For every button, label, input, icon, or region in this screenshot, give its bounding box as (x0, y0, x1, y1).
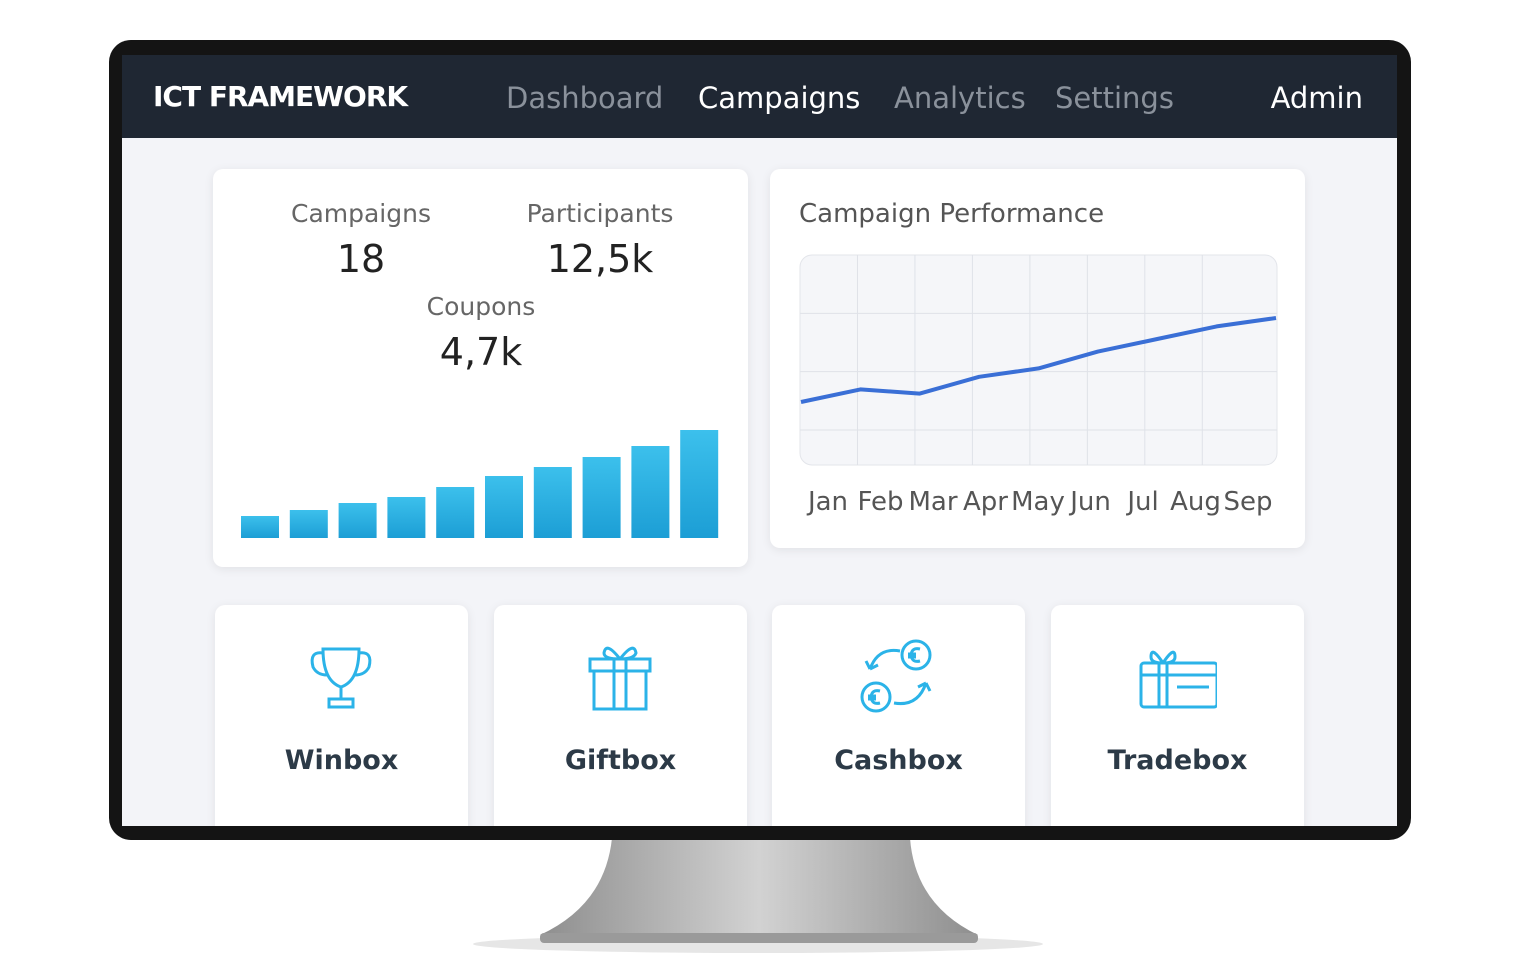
tile-label: Cashbox (834, 745, 963, 776)
nav-link[interactable]: Analytics (894, 81, 1026, 115)
x-tick-label: Jan (807, 487, 849, 517)
x-tick-label: Sep (1223, 487, 1273, 517)
bar (387, 497, 426, 538)
chart-title: Campaign Performance (799, 199, 1105, 229)
stat-value: 18 (336, 237, 386, 281)
bar (338, 503, 377, 538)
stat-label: Campaigns (290, 199, 431, 228)
bar (436, 487, 475, 538)
stat-value: 12,5k (546, 237, 654, 281)
cash-icon (860, 639, 932, 713)
line-series (800, 316, 1277, 404)
brand: ICT FRAMEWORK (153, 80, 408, 113)
bar (680, 430, 719, 538)
performance-card: Campaign Performance Jan Feb Mar Apr May Jun J… (770, 169, 1305, 548)
bar (631, 446, 670, 538)
x-tick-label: Jun (1070, 487, 1111, 517)
x-tick-label: Mar (908, 487, 958, 517)
bar-chart (241, 430, 719, 538)
bar (582, 457, 621, 538)
tile[interactable]: Tradebox (1051, 605, 1304, 826)
x-tick-label: Aug (1170, 487, 1221, 517)
tile-label: Winbox (284, 745, 399, 776)
tile-label: Giftbox (564, 745, 677, 776)
bar (533, 467, 572, 538)
tile[interactable]: Giftbox (494, 605, 747, 826)
screen: ICT FRAMEWORK Admin Dashboard Campaigns An… (122, 55, 1397, 826)
x-tick-label: Jul (1127, 487, 1159, 517)
stats-card: Campaigns 18 Participants 12,5k Coupons 4,7k (213, 169, 748, 567)
tile[interactable]: Winbox (215, 605, 468, 826)
stat-label: Coupons (426, 292, 536, 321)
nav-link[interactable]: Settings (1055, 81, 1174, 115)
x-tick-label: May (1011, 487, 1065, 517)
trophy-icon (310, 647, 372, 709)
user-menu[interactable]: Admin (1270, 81, 1363, 115)
gift-icon (588, 646, 652, 711)
nav-link[interactable]: Dashboard (506, 81, 664, 115)
tile-label: Tradebox (1107, 745, 1248, 776)
bar (241, 516, 279, 538)
line-chart (799, 254, 1278, 466)
bar (289, 510, 328, 538)
x-tick-label: Feb (857, 487, 904, 517)
bar (485, 476, 523, 538)
stat-value: 4,7k (439, 330, 523, 374)
nav-link[interactable]: Campaigns (698, 81, 861, 115)
x-tick-label: Apr (963, 487, 1008, 517)
tile[interactable]: Cashbox (772, 605, 1025, 826)
nav-bar: ICT FRAMEWORK Admin Dashboard Campaigns An… (122, 55, 1397, 138)
stat-label: Participants (526, 199, 674, 228)
trade-icon (1139, 650, 1217, 709)
